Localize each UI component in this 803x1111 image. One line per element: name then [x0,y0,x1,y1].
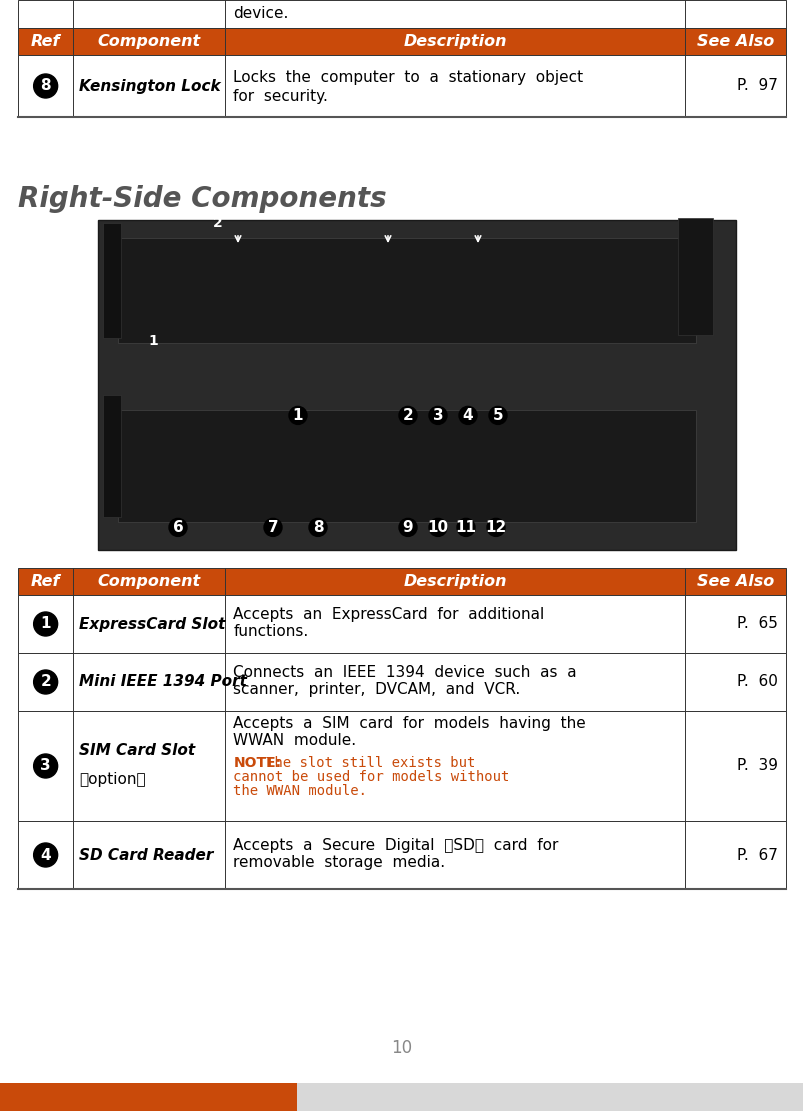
Text: 8: 8 [40,79,51,93]
Circle shape [456,519,475,537]
Bar [18,0,785,28]
Text: Accepts  a  Secure  Digital  （SD）  card  for: Accepts a Secure Digital （SD） card for [233,838,558,853]
Text: functions.: functions. [233,624,308,639]
Text: Ref: Ref [31,34,60,49]
Text: （option）: （option） [79,772,145,787]
Text: Mini IEEE 1394 Port: Mini IEEE 1394 Port [79,674,247,690]
Text: 4: 4 [40,848,51,862]
Text: Kensington Lock: Kensington Lock [79,79,221,93]
Text: WWAN  module.: WWAN module. [233,733,356,748]
Text: 8: 8 [312,520,323,534]
Bar [98,220,735,550]
Text: NOTE:: NOTE: [233,755,281,770]
Text: 12: 12 [485,520,506,534]
Text: P.  67: P. 67 [736,848,777,862]
Text: 1: 1 [148,334,157,349]
Text: Description: Description [403,574,506,589]
Bar [103,396,120,518]
Text: 2: 2 [402,408,413,423]
Bar [18,568,785,595]
Text: ExpressCard Slot: ExpressCard Slot [79,617,226,631]
Text: Accepts  a  SIM  card  for  models  having  the: Accepts a SIM card for models having the [233,715,585,731]
Text: See Also: See Also [696,574,773,589]
Text: 10: 10 [427,520,448,534]
Circle shape [459,407,476,424]
Text: Locks  the  computer  to  a  stationary  object: Locks the computer to a stationary objec… [233,70,583,86]
Circle shape [288,407,307,424]
Bar [103,223,120,339]
Text: P.  39: P. 39 [736,759,777,773]
Circle shape [488,407,507,424]
Text: removable  storage  media.: removable storage media. [233,855,445,870]
Text: Right-Side Components: Right-Side Components [18,186,386,213]
Text: P.  97: P. 97 [736,79,777,93]
Text: Ref: Ref [31,574,60,589]
Text: 2: 2 [40,674,51,690]
Bar [18,821,785,889]
Circle shape [398,519,417,537]
Circle shape [34,74,58,98]
Text: 3: 3 [40,759,51,773]
Text: 7: 7 [267,520,278,534]
Text: P.  65: P. 65 [736,617,777,631]
Text: SIM Card Slot: SIM Card Slot [79,743,195,758]
Circle shape [169,519,187,537]
Circle shape [398,407,417,424]
Text: 5: 5 [492,408,503,423]
Circle shape [308,519,327,537]
Circle shape [263,519,282,537]
Text: cannot be used for models without: cannot be used for models without [233,770,509,784]
Circle shape [429,407,446,424]
Text: 9: 9 [402,520,413,534]
Text: 1: 1 [292,408,303,423]
Text: 11: 11 [455,520,476,534]
Text: SD Card Reader: SD Card Reader [79,848,214,862]
Text: device.: device. [233,7,288,21]
Text: for  security.: for security. [233,89,328,104]
Text: Description: Description [403,34,506,49]
Bar [18,28,785,56]
Bar [677,218,712,336]
Text: 3: 3 [432,408,442,423]
Text: The slot still exists but: The slot still exists but [266,755,475,770]
Bar [296,1083,803,1111]
Bar [18,711,785,821]
Text: 10: 10 [391,1039,412,1057]
Text: See Also: See Also [696,34,773,49]
Bar [18,595,785,653]
Circle shape [429,519,446,537]
Circle shape [34,843,58,867]
Text: Component: Component [98,34,201,49]
Circle shape [34,754,58,778]
Bar [118,238,695,343]
Bar [118,410,695,522]
Text: Accepts  an  ExpressCard  for  additional: Accepts an ExpressCard for additional [233,607,544,622]
Bar [18,56,785,117]
Text: P.  60: P. 60 [736,674,777,690]
Bar [0,1083,296,1111]
Circle shape [34,612,58,635]
Text: 6: 6 [173,520,183,534]
Text: 1: 1 [40,617,51,631]
Circle shape [487,519,504,537]
Circle shape [34,670,58,694]
Text: Connects  an  IEEE  1394  device  such  as  a: Connects an IEEE 1394 device such as a [233,665,577,680]
Text: the WWAN module.: the WWAN module. [233,784,367,798]
Text: Component: Component [98,574,201,589]
Text: scanner,  printer,  DVCAM,  and  VCR.: scanner, printer, DVCAM, and VCR. [233,682,520,697]
Text: 2: 2 [213,216,222,230]
Text: 4: 4 [462,408,473,423]
Bar [18,653,785,711]
